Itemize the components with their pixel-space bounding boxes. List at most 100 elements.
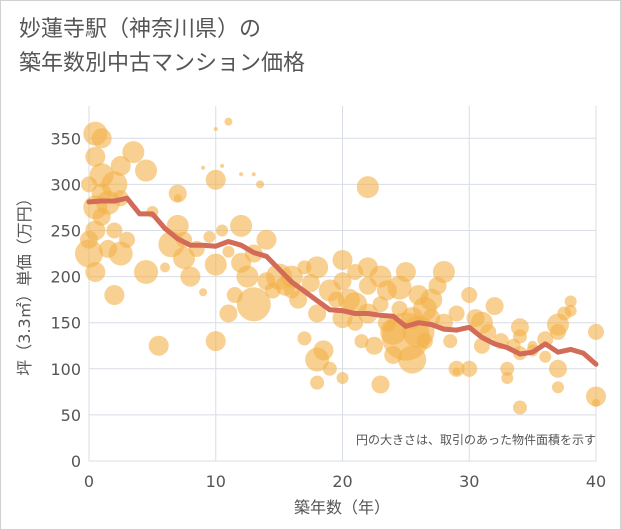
data-point bbox=[289, 290, 308, 309]
data-point bbox=[201, 165, 206, 170]
data-point bbox=[160, 262, 171, 273]
data-point bbox=[336, 372, 349, 385]
data-point bbox=[308, 304, 327, 323]
data-point bbox=[443, 334, 458, 349]
data-point bbox=[297, 331, 312, 346]
data-point bbox=[564, 304, 577, 317]
data-point bbox=[204, 253, 227, 276]
data-point bbox=[168, 184, 187, 203]
data-point bbox=[148, 335, 169, 356]
data-point bbox=[180, 266, 201, 287]
data-point bbox=[592, 398, 600, 407]
data-point bbox=[398, 345, 427, 374]
y-axis-ticks: 0 50 100 150 200 250 300 350 bbox=[50, 129, 81, 471]
chart-title-line-1: 妙蓮寺駅（神奈川県）の bbox=[19, 17, 262, 42]
y-tick-label: 100 bbox=[50, 360, 81, 379]
data-point bbox=[251, 172, 256, 177]
data-point bbox=[205, 331, 226, 352]
data-point bbox=[586, 386, 606, 407]
data-point bbox=[448, 305, 465, 322]
data-point bbox=[203, 230, 216, 243]
data-point bbox=[301, 274, 320, 293]
data-point bbox=[256, 180, 265, 189]
data-point bbox=[239, 172, 244, 177]
data-point bbox=[220, 163, 225, 168]
data-point bbox=[205, 169, 226, 190]
data-point bbox=[222, 245, 235, 258]
data-point bbox=[106, 222, 123, 239]
data-point bbox=[104, 285, 125, 306]
data-point bbox=[461, 287, 478, 304]
data-point bbox=[432, 260, 455, 283]
data-point bbox=[199, 288, 208, 297]
x-axis-title: 築年数（年） bbox=[294, 498, 390, 517]
data-point bbox=[322, 361, 337, 376]
data-point bbox=[213, 127, 218, 132]
data-point bbox=[549, 323, 566, 340]
data-point bbox=[134, 259, 159, 284]
x-tick-label: 40 bbox=[586, 472, 606, 491]
x-tick-label: 0 bbox=[84, 472, 94, 491]
data-point bbox=[216, 224, 229, 237]
x-axis-ticks: 0 10 20 30 40 bbox=[84, 472, 606, 491]
data-point bbox=[310, 375, 325, 390]
data-point bbox=[588, 323, 604, 340]
data-point bbox=[395, 261, 416, 282]
data-point bbox=[539, 350, 552, 363]
data-point bbox=[313, 340, 334, 361]
y-tick-label: 250 bbox=[50, 221, 81, 240]
x-tick-label: 30 bbox=[459, 472, 479, 491]
y-axis-title: 坪（3.3㎡）単価（万円） bbox=[15, 190, 34, 375]
data-point bbox=[173, 194, 182, 203]
data-point bbox=[85, 146, 106, 167]
data-point bbox=[236, 287, 271, 322]
data-point bbox=[85, 261, 106, 282]
data-point bbox=[461, 360, 478, 377]
data-point bbox=[236, 265, 259, 288]
data-point bbox=[122, 141, 145, 164]
data-point bbox=[356, 176, 379, 199]
data-point bbox=[500, 361, 515, 376]
data-point bbox=[280, 265, 303, 288]
chart-title-line-2: 築年数別中古マンション価格 bbox=[19, 51, 306, 76]
data-point bbox=[135, 159, 158, 182]
y-tick-label: 0 bbox=[71, 452, 81, 471]
bubble-size-note: 円の大きさは、取引のあった物件面積を示す bbox=[356, 432, 596, 447]
data-point bbox=[512, 400, 527, 415]
data-point bbox=[452, 367, 461, 376]
data-point bbox=[347, 314, 364, 331]
data-point bbox=[416, 333, 433, 350]
data-point bbox=[75, 239, 103, 268]
data-point bbox=[512, 329, 527, 344]
data-point bbox=[332, 249, 353, 270]
data-point bbox=[333, 272, 352, 291]
data-point bbox=[91, 128, 112, 149]
y-tick-label: 50 bbox=[61, 406, 81, 425]
x-tick-label: 10 bbox=[206, 472, 226, 491]
y-tick-label: 350 bbox=[50, 129, 81, 148]
y-tick-label: 300 bbox=[50, 175, 81, 194]
data-point bbox=[354, 334, 369, 349]
data-point bbox=[537, 331, 554, 348]
data-point bbox=[485, 297, 504, 316]
chart-title: 妙蓮寺駅（神奈川県）の 築年数別中古マンション価格 bbox=[19, 13, 305, 81]
data-point bbox=[365, 336, 384, 355]
data-point bbox=[548, 359, 567, 378]
data-point bbox=[371, 375, 390, 394]
data-point bbox=[219, 304, 238, 323]
y-tick-label: 150 bbox=[50, 314, 81, 333]
data-point bbox=[306, 256, 329, 279]
trend-line bbox=[86, 195, 599, 367]
data-point bbox=[372, 296, 389, 313]
data-point bbox=[119, 231, 136, 248]
data-point bbox=[173, 247, 196, 270]
y-tick-label: 200 bbox=[50, 268, 81, 287]
data-point bbox=[564, 295, 577, 308]
data-point bbox=[230, 214, 253, 237]
data-point bbox=[110, 155, 131, 176]
data-point bbox=[224, 117, 233, 126]
data-point bbox=[551, 381, 564, 394]
data-point bbox=[256, 229, 277, 250]
